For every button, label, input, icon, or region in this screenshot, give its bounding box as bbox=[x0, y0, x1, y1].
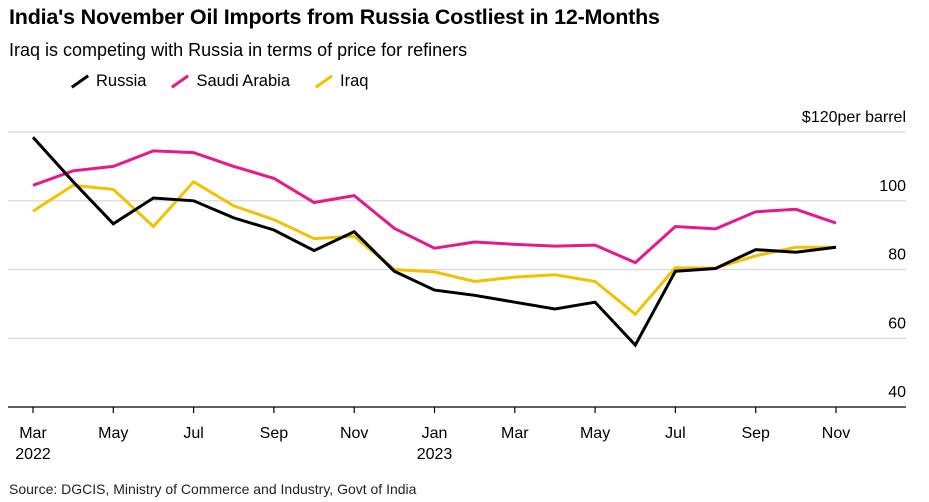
x-tick-label-10: Jan bbox=[422, 425, 448, 442]
legend-item-saudi-arabia: Saudi Arabia bbox=[170, 72, 290, 91]
chart-subtitle: Iraq is competing with Russia in terms o… bbox=[9, 40, 468, 60]
series-line-russia bbox=[31, 136, 837, 348]
y-tick-label-100: 100 bbox=[879, 178, 906, 195]
gridlines bbox=[8, 131, 906, 339]
x-tick-year-label-10: 2023 bbox=[417, 446, 453, 463]
legend-item-iraq: Iraq bbox=[314, 72, 368, 91]
series-line-saudi-arabia bbox=[32, 149, 837, 265]
legend: Russia Saudi Arabia Iraq bbox=[70, 72, 392, 91]
x-tick-label-2: May bbox=[98, 425, 128, 442]
y-tick-label-60: 60 bbox=[888, 315, 906, 332]
series-lines bbox=[31, 136, 837, 348]
legend-label-russia: Russia bbox=[96, 72, 147, 90]
x-tick-label-4: Jul bbox=[183, 425, 203, 442]
x-axis: Mar 2022 May Jul Sep Nov Jan 2023 Mar May Jul Sep No… bbox=[8, 406, 906, 463]
y-tick-label-40: 40 bbox=[888, 384, 906, 401]
legend-item-russia: Russia bbox=[70, 72, 146, 91]
y-tick-label-120: $120per barrel bbox=[802, 109, 906, 126]
x-tick-label-12: Mar bbox=[501, 425, 529, 442]
legend-label-iraq: Iraq bbox=[340, 72, 369, 90]
y-axis-labels: $120per barrel 100 80 60 40 bbox=[802, 109, 906, 401]
x-tick-label-6: Sep bbox=[260, 425, 289, 442]
legend-label-saudi-arabia: Saudi Arabia bbox=[196, 72, 291, 90]
x-tick-label-8: Nov bbox=[340, 425, 368, 442]
x-tick-label-14: May bbox=[580, 425, 610, 442]
x-tick-label-20: Nov bbox=[822, 425, 850, 442]
source-note: Source: DGCIS, Ministry of Commerce and … bbox=[9, 481, 417, 497]
x-tick-label-0: Mar bbox=[19, 425, 47, 442]
x-tick-label-16: Jul bbox=[665, 425, 685, 442]
chart-title: India's November Oil Imports from Russia… bbox=[9, 5, 660, 29]
x-tick-label-18: Sep bbox=[741, 425, 770, 442]
x-tick-year-label-0: 2022 bbox=[15, 446, 51, 463]
y-tick-label-80: 80 bbox=[888, 247, 906, 264]
